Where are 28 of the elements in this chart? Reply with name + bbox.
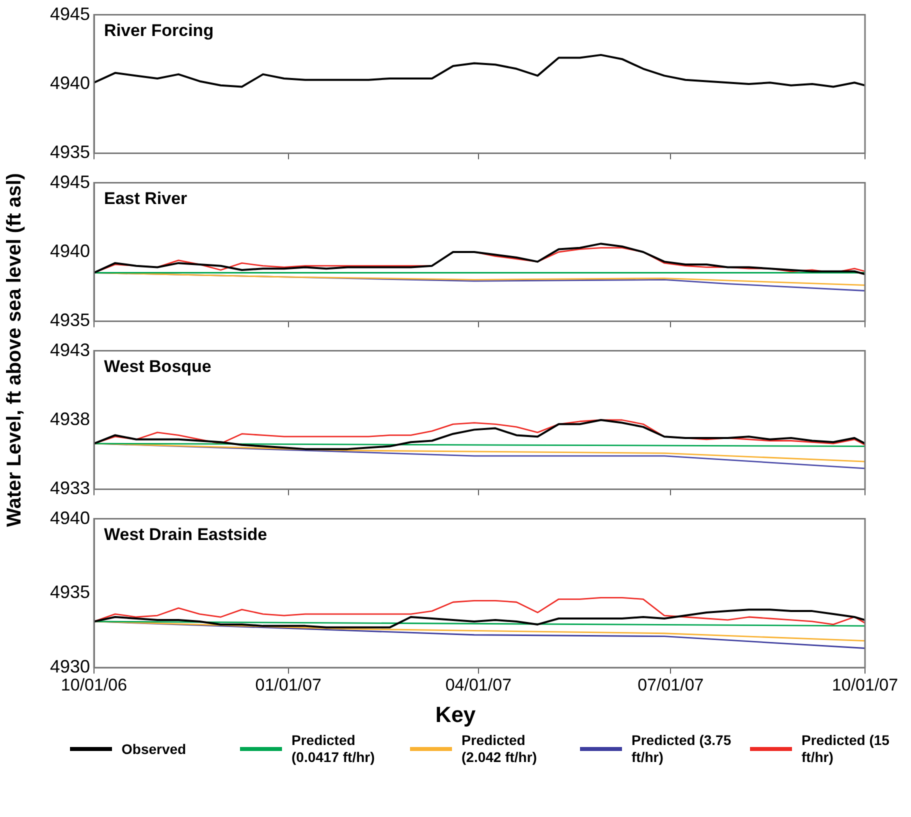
y-tick-label: 4933: [50, 478, 90, 498]
legend-title: Key: [435, 702, 476, 728]
x-tick-label: 01/01/07: [255, 675, 322, 694]
x-tick-label: 07/01/07: [638, 675, 704, 694]
y-tick-label: 4945: [50, 172, 90, 192]
y-tick-label: 4940: [50, 508, 90, 528]
chart-title: West Bosque: [104, 356, 212, 376]
legend-label: Predicted (0.0417 ft/hr): [292, 732, 376, 766]
chart-title: East River: [104, 188, 188, 208]
y-tick-label: 4938: [50, 408, 90, 429]
x-tick-label: 10/01/07: [832, 675, 898, 694]
legend-label: Predicted (2.042 ft/hr): [462, 732, 538, 766]
x-tick-label: 10/01/06: [60, 675, 128, 694]
chart-title: River Forcing: [104, 20, 214, 40]
y-tick-label: 4930: [50, 656, 90, 677]
legend-label: Predicted (3.75 ft/hr): [632, 732, 732, 766]
legend-label: Predicted (15 ft/hr): [802, 732, 890, 766]
y-tick-label: 4935: [50, 582, 90, 602]
legend-label: Observed: [122, 740, 188, 758]
y-tick-label: 4943: [50, 340, 90, 360]
y-tick-label: 4935: [50, 142, 90, 162]
y-tick-label: 4940: [50, 240, 90, 261]
y-tick-label: 4945: [50, 4, 90, 24]
y-axis-title: Water Level, ft above sea level (ft asl): [4, 173, 26, 527]
x-tick-label: 04/01/07: [445, 675, 512, 694]
y-tick-label: 4935: [50, 310, 90, 330]
chart-title: West Drain Eastside: [104, 524, 268, 544]
y-tick-label: 4940: [50, 72, 90, 93]
